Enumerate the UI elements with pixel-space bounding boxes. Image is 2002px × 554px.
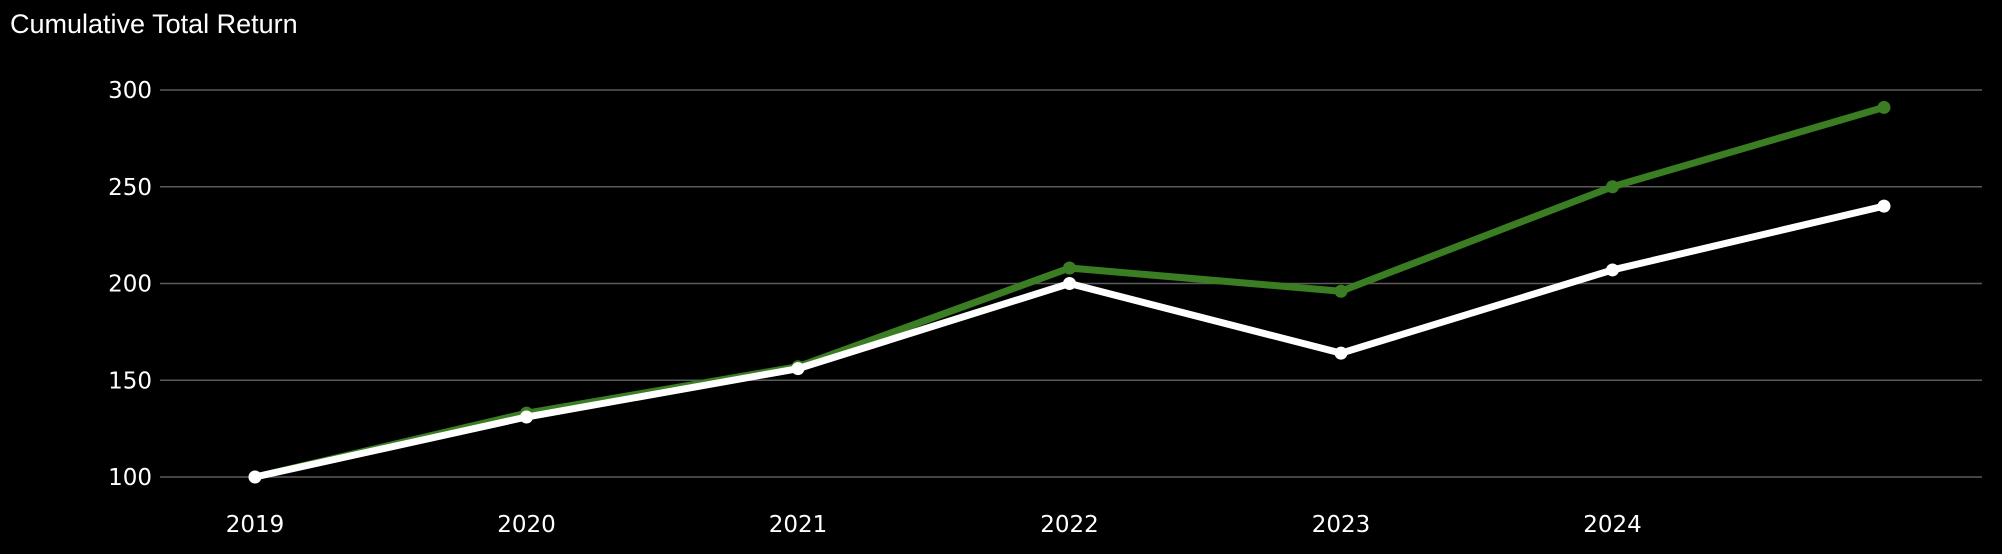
chart-title: Cumulative Total Return (10, 9, 298, 39)
x-tick-label-2023: 2023 (1312, 512, 1371, 538)
y-tick-label-200: 200 (108, 272, 152, 298)
series-2 (248, 199, 1891, 484)
series-lines (248, 100, 1891, 484)
x-tick-label-2024: 2024 (1583, 512, 1642, 538)
series-1-point-7 (1877, 100, 1891, 114)
series-1-point-4 (1063, 261, 1076, 275)
y-tick-label-100: 100 (108, 465, 152, 491)
y-axis: 100 150 200 250 300 (108, 78, 152, 491)
y-tick-label-300: 300 (108, 78, 152, 104)
series-2-point-1 (248, 470, 262, 484)
y-tick-label-150: 150 (108, 368, 152, 394)
x-tick-label-2020: 2020 (497, 512, 556, 538)
series-2-point-4 (1063, 277, 1076, 290)
series-2-point-5 (1334, 346, 1348, 360)
series-2-point-2 (520, 410, 533, 424)
series-2-point-6 (1606, 263, 1619, 277)
series-2-line (251, 202, 1888, 481)
series-2-point-7 (1877, 199, 1891, 213)
x-tick-label-2021: 2021 (769, 512, 828, 538)
series-1-point-5 (1334, 284, 1348, 298)
x-axis: 2019 2020 2021 2022 2023 2024 (226, 512, 1642, 538)
x-tick-label-2022: 2022 (1040, 512, 1099, 538)
series-2-point-3 (791, 362, 805, 376)
x-tick-label-2019: 2019 (226, 512, 285, 538)
y-tick-label-250: 250 (108, 175, 152, 201)
series-1-point-6 (1606, 180, 1619, 194)
